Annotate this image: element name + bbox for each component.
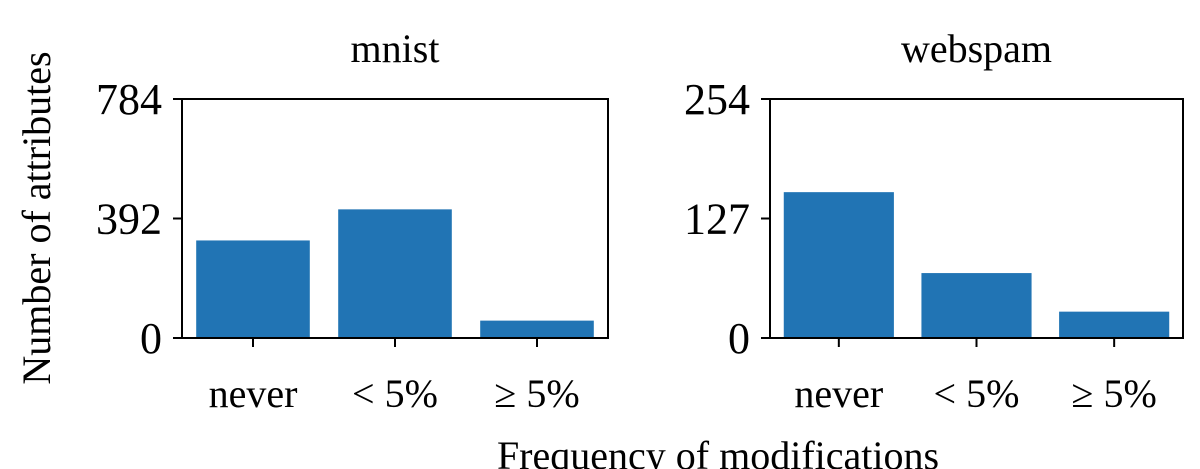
- y-tick-label: 127: [684, 195, 750, 244]
- chart-panels: 0 392 784 never < 5% ≥ 5% mnist 0 127 254 never < 5…: [96, 26, 1184, 416]
- y-tick-label: 254: [684, 75, 750, 124]
- chart-panel-0: 0 392 784 never < 5% ≥ 5% mnist: [96, 26, 609, 416]
- chart-title: webspam: [901, 26, 1052, 71]
- x-tick-label: never: [794, 371, 883, 416]
- bar: [921, 273, 1032, 338]
- x-tick-label: < 5%: [934, 371, 1020, 416]
- y-tick-label: 0: [140, 314, 162, 363]
- bar: [196, 240, 310, 338]
- chart-panel-1: 0 127 254 never < 5% ≥ 5% webspam: [684, 26, 1184, 416]
- y-axis-label: Number of attributes: [14, 51, 59, 384]
- y-tick-label: 784: [96, 75, 162, 124]
- chart-title: mnist: [351, 26, 440, 71]
- x-tick-label: ≥ 5%: [1072, 371, 1157, 416]
- x-tick-label: never: [209, 371, 298, 416]
- bar: [338, 209, 452, 338]
- bar: [480, 320, 594, 338]
- x-tick-label: < 5%: [352, 371, 438, 416]
- y-tick-label: 392: [96, 195, 162, 244]
- y-tick-label: 0: [728, 314, 750, 363]
- bar: [1059, 311, 1170, 338]
- x-axis-label: Frequency of modifications: [497, 433, 939, 469]
- bar: [783, 192, 894, 338]
- x-tick-label: ≥ 5%: [494, 371, 579, 416]
